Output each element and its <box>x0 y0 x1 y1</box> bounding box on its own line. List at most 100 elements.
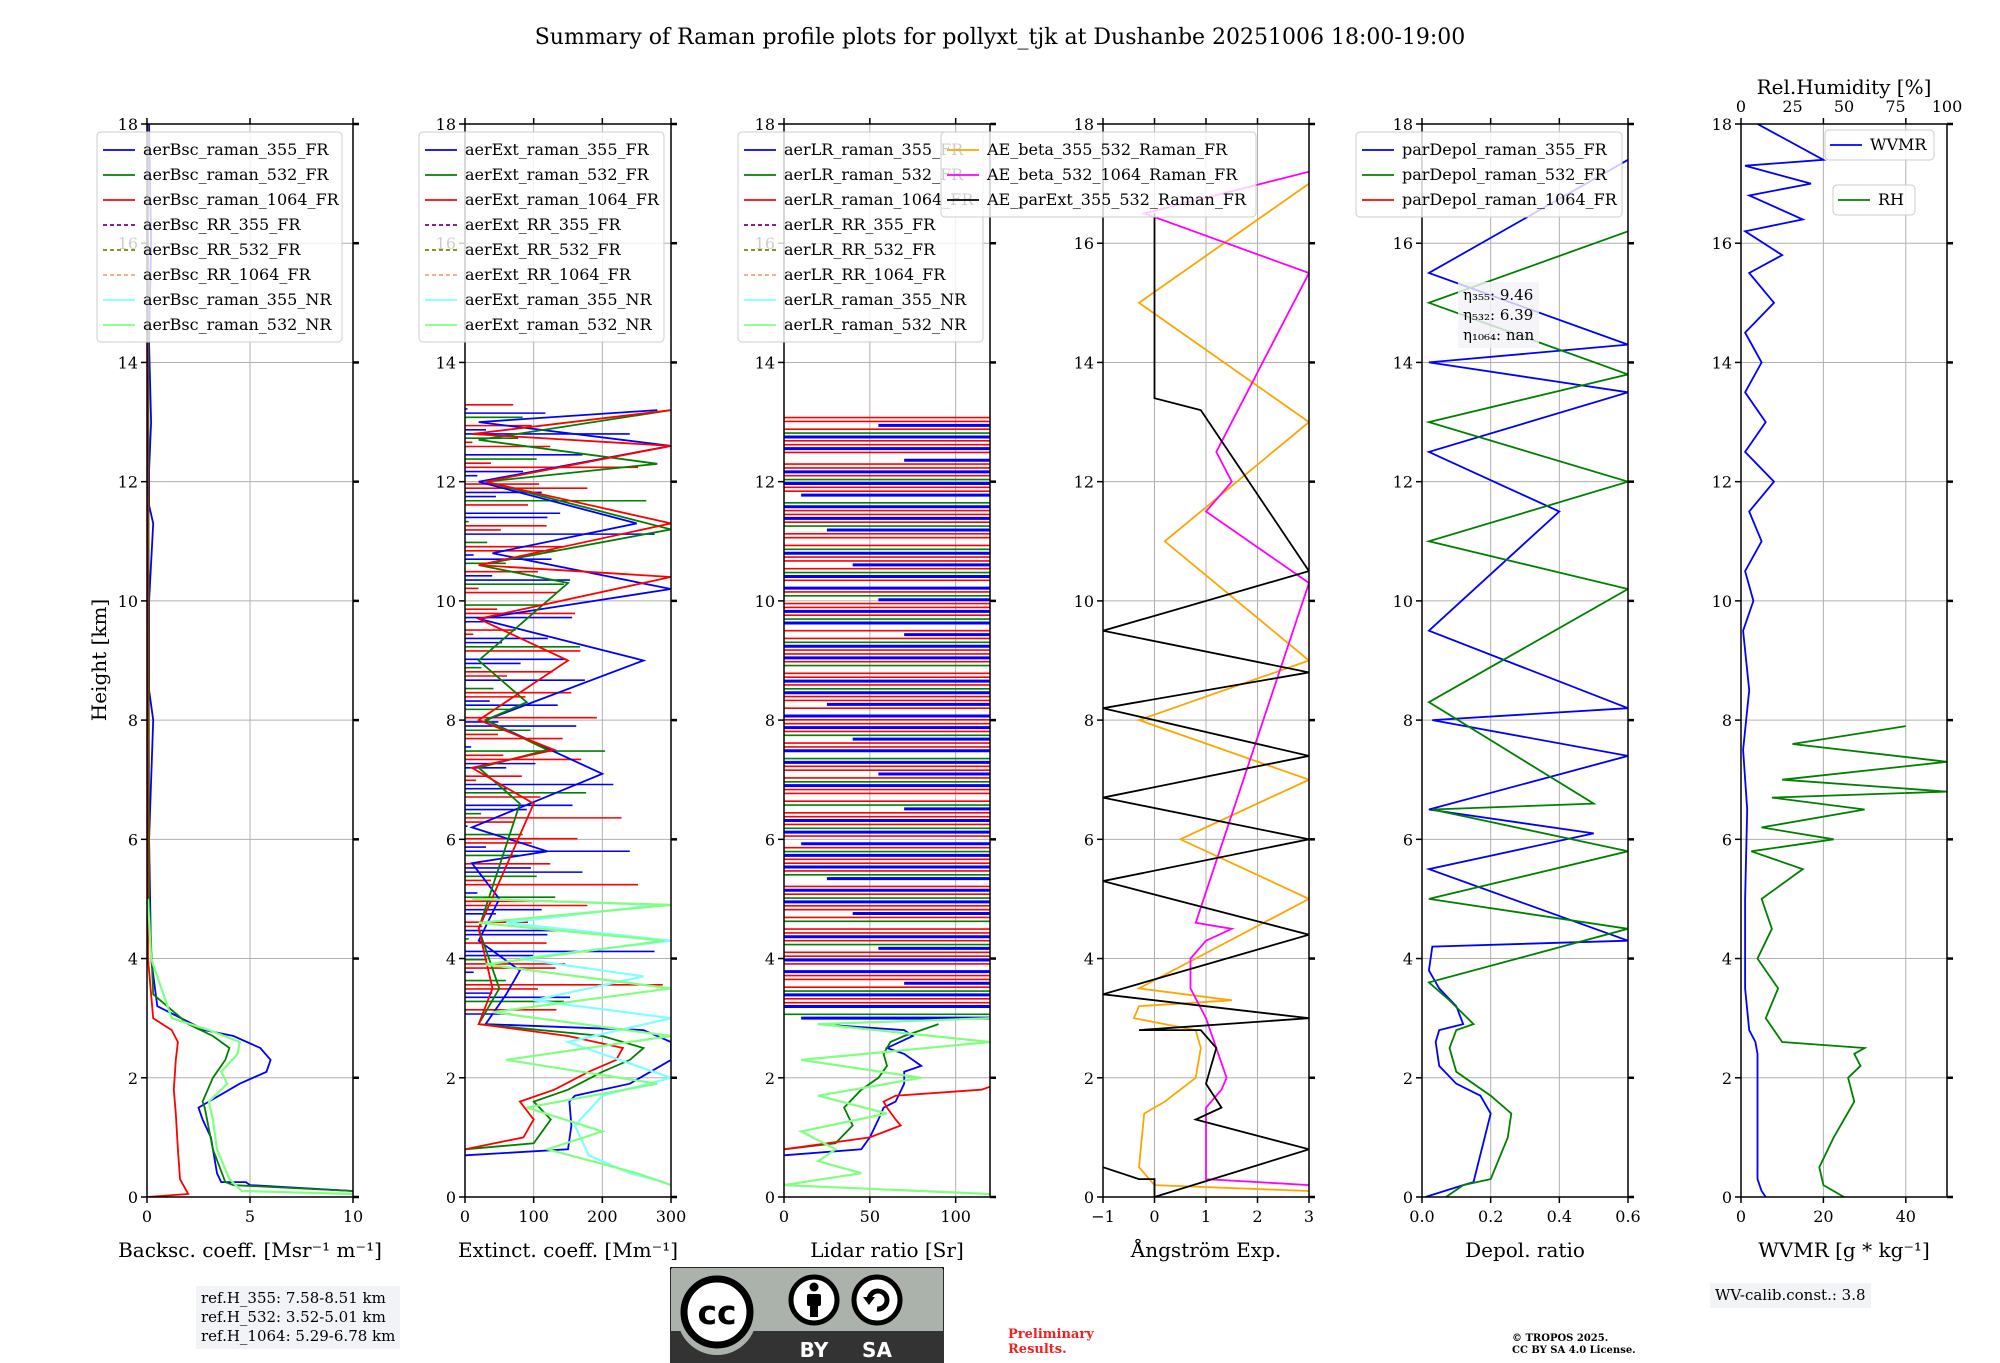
legend-entry: aerExt_RR_532_FR <box>465 240 622 259</box>
series-aerBsc_raman_532_NR <box>147 898 353 1196</box>
legend-depol: parDepol_raman_355_FR parDepol_raman_532_… <box>1355 131 1623 218</box>
y-tick-label: 8 <box>446 711 456 730</box>
y-tick-label: 8 <box>1403 711 1413 730</box>
y-tick-label: 8 <box>1084 711 1094 730</box>
cc-by-sa-license-badge: cc BY SA <box>670 1267 944 1363</box>
x-tick-label: 50 <box>860 1207 880 1226</box>
legend-entry: aerBsc_RR_1064_FR <box>143 265 312 284</box>
series-aerBsc_raman_1064_FR <box>147 124 190 1197</box>
x-axis-label: WVMR [g * kg⁻¹] <box>1758 1238 1930 1262</box>
x-tick-label: 200 <box>587 1207 618 1226</box>
axes-frame <box>783 123 991 1198</box>
y-tick-label: 0 <box>1722 1188 1732 1207</box>
eta-355: η₃₅₅: 9.46 <box>1463 286 1534 304</box>
y-tick-label: 0 <box>446 1188 456 1207</box>
y-tick-label: 14 <box>118 353 138 372</box>
legend-entry: aerBsc_raman_1064_FR <box>143 190 340 209</box>
svg-text:RH: RH <box>1878 190 1904 209</box>
x-tick-label: 300 <box>656 1207 687 1226</box>
series-WVMR <box>1742 124 1827 1197</box>
series-AE_beta_532_1064_Raman_FR <box>1141 170 1309 1186</box>
legend-entry: aerLR_RR_1064_FR <box>784 265 946 284</box>
legend-entry: aerExt_raman_532_FR <box>465 165 650 184</box>
copyright-line-1: © TROPOS 2025. <box>1512 1333 1609 1344</box>
series-aerLR_raman_1064_FR <box>784 1085 990 1151</box>
y-tick-label: 8 <box>765 711 775 730</box>
x-tick-label: −1 <box>1091 1207 1115 1226</box>
series-aerBsc_raman_532_FR <box>147 124 353 1192</box>
y-tick-label: 12 <box>436 473 456 492</box>
x-tick-label: 40 <box>1896 1207 1916 1226</box>
y-tick-label: 0 <box>1084 1188 1094 1207</box>
copyright-line-2: CC BY SA 4.0 License. <box>1512 1345 1636 1356</box>
eta-1064: η₁₀₆₄: nan <box>1463 326 1535 344</box>
y-tick-label: 0 <box>1403 1188 1413 1207</box>
y-tick-label: 10 <box>118 592 138 611</box>
series-aerExt_raman_532_NR <box>471 897 671 1187</box>
y-tick-label: 12 <box>1393 473 1413 492</box>
legend-WVMR: WVMR <box>1824 129 1935 161</box>
legend-entry: aerBsc_raman_355_FR <box>143 140 329 159</box>
y-tick-label: 12 <box>1074 473 1094 492</box>
y-tick-label: 2 <box>765 1069 775 1088</box>
series-aerLR_raman_532_NR <box>784 1017 990 1196</box>
axes-frame <box>1421 123 1629 1198</box>
legend-box <box>418 131 665 343</box>
cc-icon: cc <box>680 1275 754 1349</box>
y-tick-label: 16 <box>1074 234 1094 253</box>
y-tick-label: 2 <box>1403 1069 1413 1088</box>
series-aerExt_raman_355_NR <box>478 897 671 1184</box>
y-tick-label: 8 <box>1722 711 1732 730</box>
x-axis-label: Depol. ratio <box>1465 1238 1585 1262</box>
y-tick-label: 6 <box>446 830 456 849</box>
x-axis-label: Ångström Exp. <box>1130 1237 1281 1262</box>
ref-height-355: ref.H_355: 7.58-8.51 km <box>201 1289 386 1307</box>
y-tick-label: 12 <box>755 473 775 492</box>
y-tick-label: 8 <box>128 711 138 730</box>
y-tick-label: 18 <box>436 115 456 134</box>
legend-box <box>1355 131 1623 218</box>
x-tick-label: 0.0 <box>1409 1207 1434 1226</box>
y-tick-label: 2 <box>446 1069 456 1088</box>
preliminary-line-2: Results. <box>1008 1342 1067 1357</box>
top-x-tick-label: 75 <box>1885 97 1905 116</box>
top-x-tick-label: 100 <box>1932 97 1963 116</box>
legend-box <box>96 131 343 343</box>
y-tick-label: 6 <box>1084 830 1094 849</box>
legend-entry: aerBsc_RR_532_FR <box>143 240 301 259</box>
x-tick-label: 2 <box>1252 1207 1262 1226</box>
ref-height-532: ref.H_532: 3.52-5.01 km <box>201 1308 386 1326</box>
y-tick-label: 10 <box>436 592 456 611</box>
y-tick-label: 12 <box>118 473 138 492</box>
x-tick-label: 0 <box>1149 1207 1159 1226</box>
y-tick-label: 10 <box>1393 592 1413 611</box>
y-tick-label: 4 <box>1403 950 1413 969</box>
legend-entry: aerLR_raman_532_NR <box>784 315 967 334</box>
top-x-axis-label: Rel.Humidity [%] <box>1757 75 1932 99</box>
legend-entry: AE_parExt_355_532_Raman_FR <box>986 190 1247 209</box>
legend-entry: AE_beta_532_1064_Raman_FR <box>986 165 1238 184</box>
legend-ext: aerExt_raman_355_FR aerExt_raman_532_FRae… <box>418 131 665 343</box>
legend-entry: aerExt_raman_355_NR <box>465 290 653 309</box>
y-tick-label: 18 <box>1074 115 1094 134</box>
y-tick-label: 16 <box>1393 234 1413 253</box>
y-tick-label: 4 <box>446 950 456 969</box>
legend-lr: aerLR_raman_355_FR aerLR_raman_532_FR aerL… <box>737 131 984 343</box>
ref-height-1064: ref.H_1064: 5.29-6.78 km <box>201 1327 396 1345</box>
x-tick-label: 0.2 <box>1478 1207 1503 1226</box>
wv-calibration-box: WV-calib.const.: 3.8 <box>1710 1283 1871 1308</box>
eta-532: η₅₃₂: 6.39 <box>1463 306 1534 324</box>
x-axis-label: Lidar ratio [Sr] <box>810 1238 964 1262</box>
legend-entry: aerExt_raman_532_NR <box>465 315 653 334</box>
x-tick-label: 0 <box>779 1207 789 1226</box>
x-tick-label: 5 <box>245 1207 255 1226</box>
y-tick-label: 2 <box>1722 1069 1732 1088</box>
legend-entry: aerBsc_RR_355_FR <box>143 215 301 234</box>
x-tick-label: 3 <box>1304 1207 1314 1226</box>
series-aerExt_raman_1064_FR <box>465 409 671 1151</box>
legend-box <box>940 131 1257 218</box>
legend-box <box>737 131 984 343</box>
y-tick-label: 16 <box>1712 234 1732 253</box>
series-parDepol_raman_532_FR <box>1425 230 1628 1197</box>
